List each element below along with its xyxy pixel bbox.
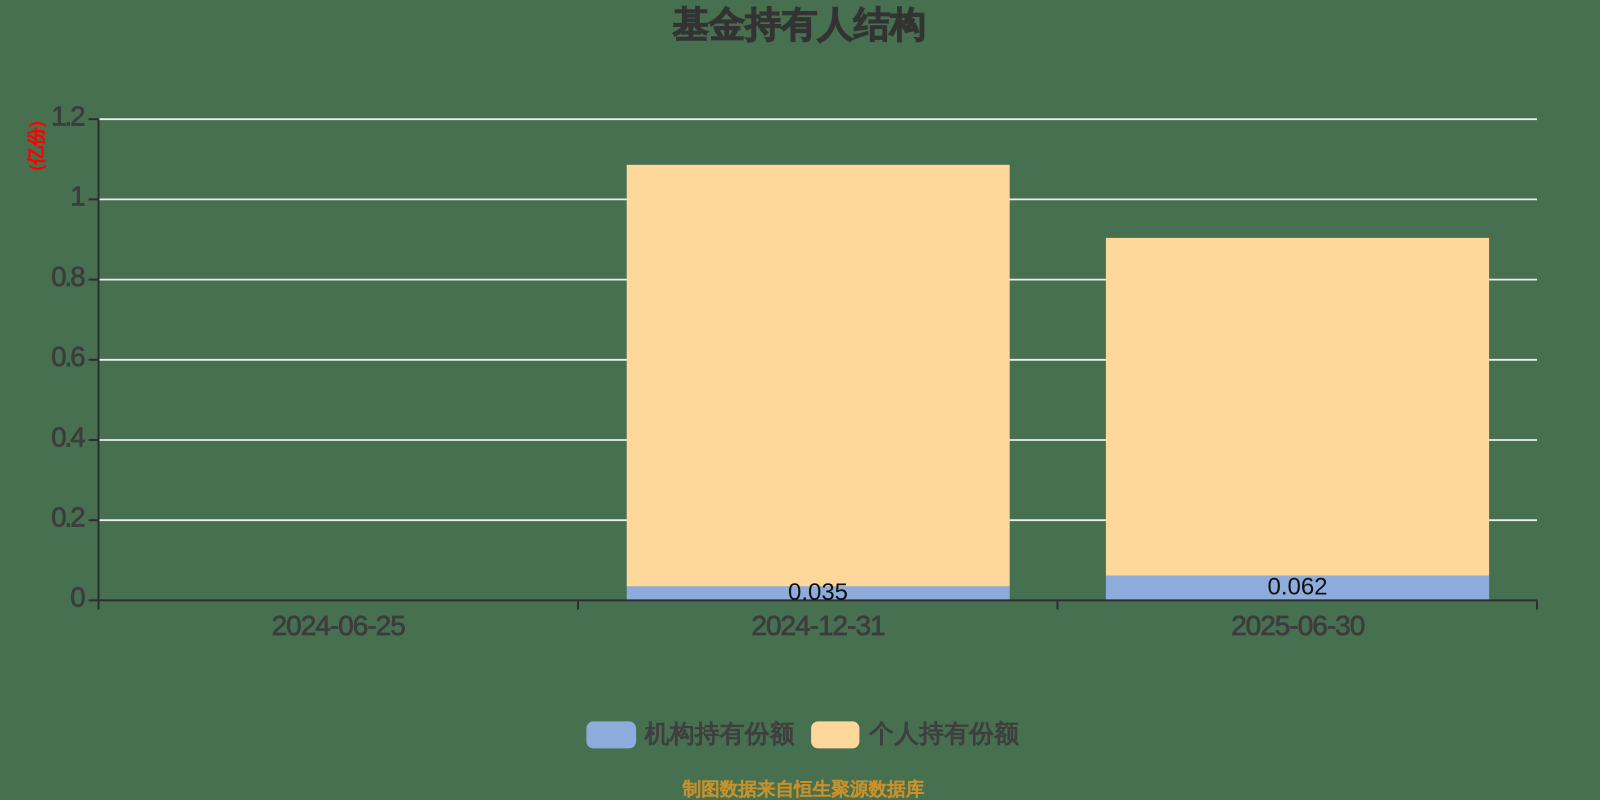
svg-text:0.4: 0.4: [51, 421, 85, 452]
svg-text:0: 0: [70, 582, 85, 613]
svg-text:0.8: 0.8: [51, 261, 85, 292]
svg-text:1: 1: [70, 181, 84, 212]
svg-text:2024-06-25: 2024-06-25: [272, 610, 406, 641]
svg-text:0.062: 0.062: [1267, 573, 1327, 600]
svg-text:2024-12-31: 2024-12-31: [751, 610, 885, 641]
svg-text:0.6: 0.6: [51, 341, 85, 372]
svg-text:2025-06-30: 2025-06-30: [1231, 610, 1365, 641]
svg-text:1.2: 1.2: [51, 101, 84, 132]
svg-text:0.2: 0.2: [51, 502, 84, 533]
svg-text:0.035: 0.035: [788, 579, 848, 606]
